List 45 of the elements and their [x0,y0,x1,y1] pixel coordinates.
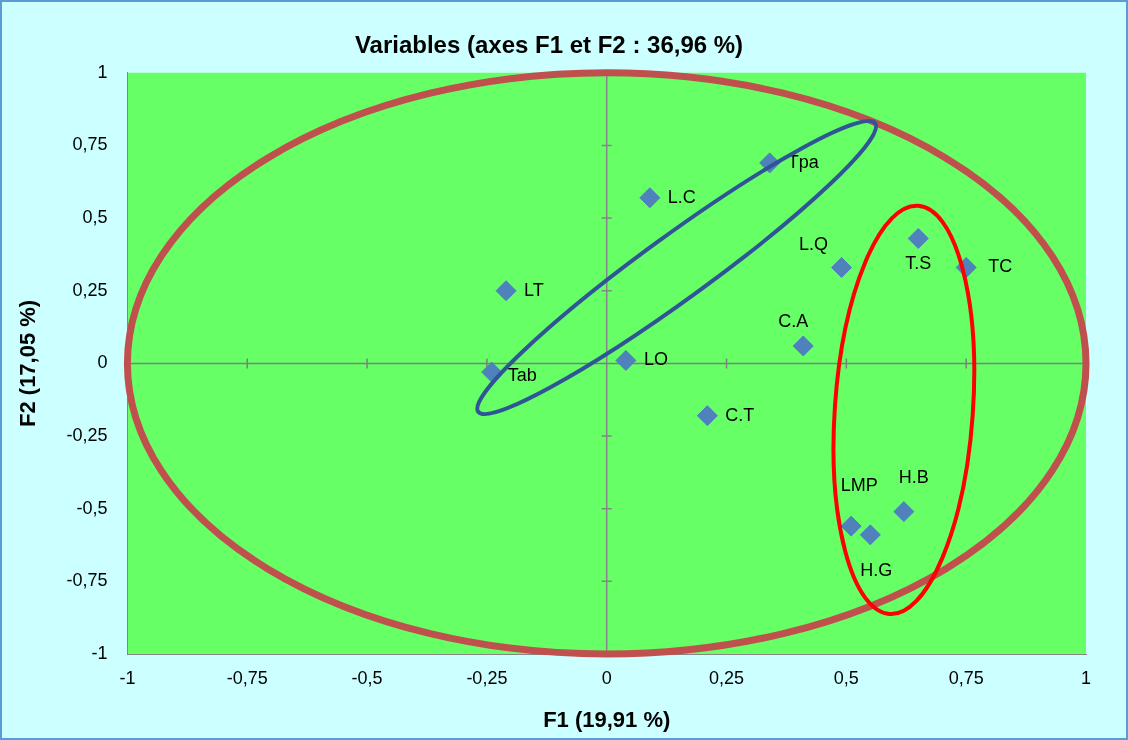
point [639,187,661,209]
y-tick-label: -1 [91,642,108,663]
y-tick-label: 0,5 [82,207,108,228]
point [481,361,503,383]
data-label: L.Q [799,234,829,255]
x-tick-label: 0 [601,667,612,688]
y-tick-label: 0,75 [72,134,108,155]
x-tick-label: -0,75 [226,667,268,688]
x-axis-title: F1 (19,91 %) [543,706,671,732]
point [893,501,915,523]
data-label: C.A [778,310,809,331]
data-label: T.S [905,253,932,274]
x-tick-label: 0,75 [948,667,984,688]
point [907,227,929,249]
point [792,335,814,357]
data-label: LO [643,349,668,370]
data-label: H.B [898,466,929,487]
x-tick-label: -0,25 [466,667,508,688]
data-label: C.T [725,404,755,425]
data-label: L.C [667,186,696,207]
data-label: Tab [507,365,537,386]
x-tick-label: 0,5 [833,667,859,688]
y-tick-label: 1 [97,61,108,82]
data-label: LT [524,279,544,300]
y-tick-label: 0 [97,352,108,373]
x-tick-label: -0,5 [351,667,383,688]
data-label: H.G [860,559,893,580]
x-tick-label: 0,25 [709,667,745,688]
point [859,524,881,546]
point [495,280,517,302]
y-axis-title: F2 (17,05 %) [15,299,41,427]
y-tick-label: -0,5 [76,497,108,518]
x-tick-label: -1 [119,667,136,688]
x-tick-label: 1 [1080,667,1092,688]
y-tick-label: -0,75 [66,570,108,591]
point [840,515,862,537]
data-label: TC [988,256,1013,277]
data-label: Tpa [787,151,820,172]
chart-title: Variables (axes F1 et F2 : 36,96 %) [354,31,744,59]
data-label: LMP [840,475,878,496]
point [831,257,853,278]
point [615,349,637,371]
y-tick-label: -0,25 [66,425,108,446]
point [696,405,718,427]
y-tick-label: 0,25 [72,279,108,300]
